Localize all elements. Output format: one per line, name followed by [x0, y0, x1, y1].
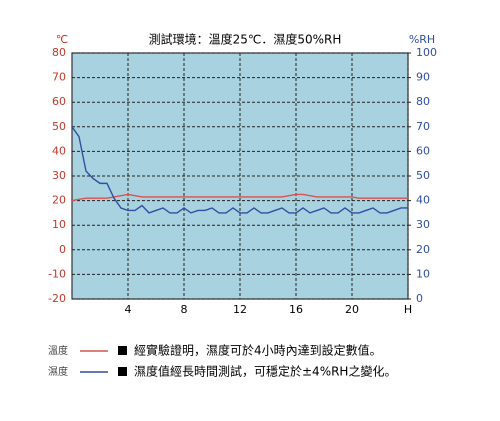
note: 濕度值經長時間測試，可穩定於±4%RH之變化。 — [134, 364, 396, 379]
y-tick-label: 50 — [52, 120, 66, 133]
chart-title: 測試環境：溫度25℃．濕度50%RH — [149, 32, 342, 47]
x-tick-label: 20 — [345, 303, 359, 316]
y-tick-label: -20 — [48, 292, 66, 305]
y-tick-label: 70 — [52, 71, 66, 84]
y2-axis-label: %RH — [409, 33, 435, 46]
y-tick-label: 20 — [52, 194, 66, 207]
x-tick-label: 4 — [125, 303, 132, 316]
x-tick-label: 8 — [181, 303, 188, 316]
y2-tick-label: 20 — [416, 243, 430, 256]
y-tick-label: 10 — [52, 218, 66, 231]
y2-tick-label: 70 — [416, 120, 430, 133]
legend-label: 濕度 — [48, 365, 68, 378]
note: 經實驗證明，濕度可於4小時內達到設定數值。 — [134, 343, 382, 358]
y-tick-label: 0 — [59, 243, 66, 256]
y2-tick-label: 10 — [416, 267, 430, 280]
y2-tick-label: 90 — [416, 71, 430, 84]
x-tick-label: H — [404, 303, 412, 316]
y-tick-label: 60 — [52, 95, 66, 108]
x-tick-label: 16 — [289, 303, 303, 316]
y2-tick-label: 60 — [416, 144, 430, 157]
y-tick-label: 30 — [52, 169, 66, 182]
y2-tick-label: 40 — [416, 194, 430, 207]
y-axis-label: ℃ — [56, 33, 68, 46]
y2-tick-label: 100 — [416, 46, 437, 59]
y-tick-label: 80 — [52, 46, 66, 59]
x-tick-label: 12 — [233, 303, 247, 316]
bullet — [118, 367, 127, 376]
y2-tick-label: 80 — [416, 95, 430, 108]
y-tick-label: -10 — [48, 267, 66, 280]
data-line — [71, 126, 408, 214]
y2-tick-label: 50 — [416, 169, 430, 182]
y2-tick-label: 30 — [416, 218, 430, 231]
y2-tick-label: 0 — [416, 292, 423, 305]
data-line — [71, 193, 408, 202]
y-tick-label: 40 — [52, 144, 66, 157]
bullet — [118, 346, 127, 355]
legend-label: 溫度 — [48, 344, 68, 357]
